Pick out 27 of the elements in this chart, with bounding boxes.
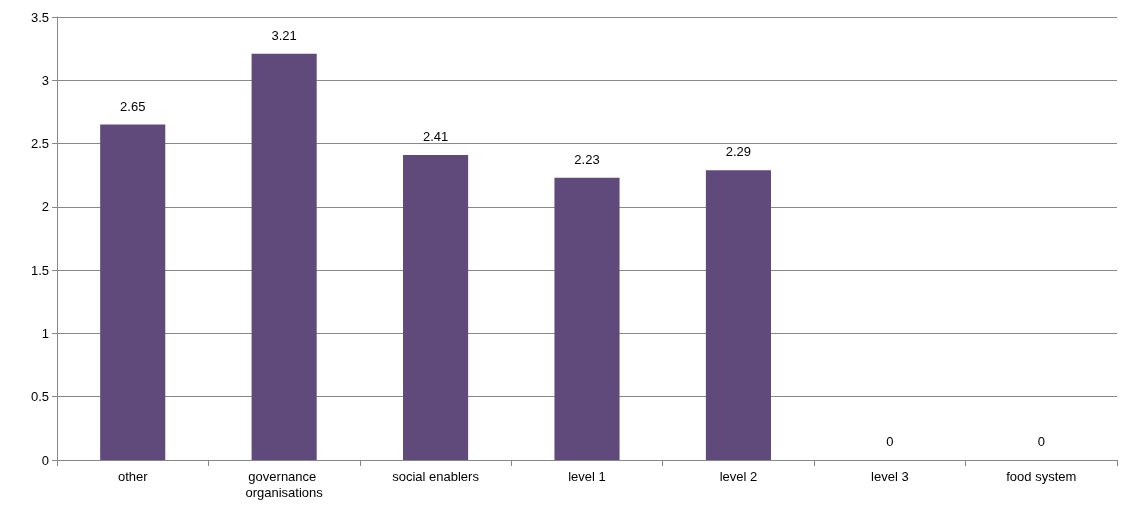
y-tick-label: 0: [41, 452, 49, 468]
y-tick-label: 3: [41, 72, 49, 88]
y-tick-label: 1.5: [30, 262, 49, 278]
x-tick-label: food system: [1006, 468, 1077, 484]
x-tick-label: governance organisations: [245, 468, 324, 500]
y-tick-label: 0.5: [30, 389, 49, 405]
bar: [100, 124, 166, 460]
data-label: 3.21: [271, 27, 297, 43]
bar: [554, 177, 620, 460]
data-label: 0: [886, 434, 894, 449]
data-label: 2.41: [422, 128, 449, 144]
x-tick-label: other: [117, 468, 149, 484]
y-tick-label: 3.5: [30, 9, 49, 25]
y-tick-label: 2: [41, 199, 49, 215]
bar: [251, 53, 317, 460]
data-label: 2.23: [574, 151, 600, 167]
y-tick-label: 2.5: [30, 136, 49, 152]
x-tick-label: level 3: [871, 468, 909, 484]
y-tick-label: 1: [41, 325, 49, 341]
x-tick-label: level 2: [719, 468, 758, 484]
data-label: 2.29: [725, 144, 752, 160]
data-label: 0: [1037, 434, 1045, 449]
x-tick-label: level 1: [568, 468, 606, 484]
bar: [403, 154, 469, 460]
data-label: 2.65: [120, 98, 146, 114]
bar: [705, 170, 771, 460]
x-tick-label: social enablers: [392, 468, 480, 484]
